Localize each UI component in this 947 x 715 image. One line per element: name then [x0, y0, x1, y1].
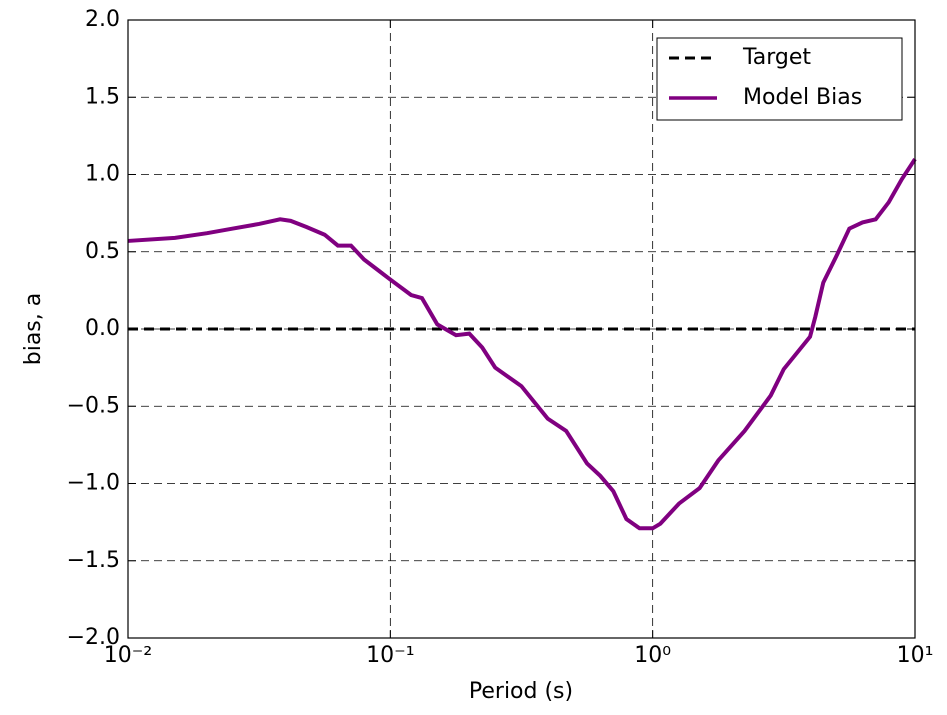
legend-label: Model Bias	[743, 85, 862, 110]
y-tick-label: −1.0	[67, 471, 120, 496]
x-axis-label: Period (s)	[469, 679, 573, 704]
y-axis-label: bias, a	[21, 293, 46, 366]
y-tick-label: 1.5	[85, 84, 120, 109]
y-tick-label: −1.5	[67, 548, 120, 573]
y-tick-label: 0.5	[85, 239, 120, 264]
x-tick-label: 10⁰	[634, 643, 671, 668]
legend-label: Target	[742, 45, 811, 70]
y-tick-label: 2.0	[85, 7, 120, 32]
y-tick-label: 0.0	[85, 316, 120, 341]
y-tick-label: −0.5	[67, 393, 120, 418]
data-line	[127, 157, 917, 531]
x-tick-label: 10⁻¹	[366, 643, 414, 668]
y-tick-label: −2.0	[67, 625, 120, 650]
legend-box	[656, 37, 903, 121]
x-tick-label: 10⁻²	[104, 643, 152, 668]
x-tick-label: 10¹	[897, 643, 934, 668]
y-tick-label: 1.0	[85, 162, 120, 187]
plot-frame	[127, 19, 916, 639]
